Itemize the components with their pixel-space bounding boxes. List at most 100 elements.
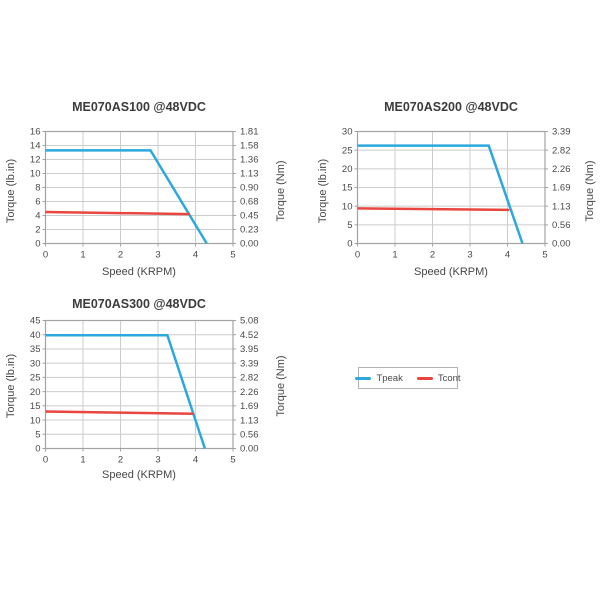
y-tick-label-left: 10 xyxy=(30,169,41,180)
y-tick-label-left: 14 xyxy=(30,141,41,152)
y-tick-label-left: 30 xyxy=(342,127,353,138)
x-tick-label: 0 xyxy=(43,250,48,261)
x-tick-label: 4 xyxy=(505,250,510,261)
x-tick-label: 1 xyxy=(80,250,85,261)
legend-label-tpeak: Tpeak xyxy=(376,372,403,384)
x-tick-label: 5 xyxy=(230,250,235,261)
x-tick-label: 1 xyxy=(392,250,397,261)
axis-ticks xyxy=(42,320,236,452)
y-tick-label-left: 5 xyxy=(347,220,352,231)
y-tick-label-right: 1.69 xyxy=(240,401,259,412)
y-tick-label-left: 25 xyxy=(342,145,353,156)
y-tick-label-left: 16 xyxy=(30,127,41,138)
y-tick-label-right: 1.58 xyxy=(240,141,259,152)
series-tpeak-line xyxy=(45,334,207,449)
y-tick-label-right: 1.13 xyxy=(240,415,259,426)
y-tick-label-left: 6 xyxy=(35,197,40,208)
y-tick-label-right: 0.68 xyxy=(240,197,259,208)
y-tick-label-right: 5.08 xyxy=(240,316,259,327)
chart-title: ME070AS200 @48VDC xyxy=(384,100,518,114)
y-tick-label-left: 10 xyxy=(342,201,353,212)
y-tick-label-left: 5 xyxy=(35,429,40,440)
torque-speed-plot-2: 0 1 2 3 4 5 0 0.00 5 0.56 10 1.13 15 1.69 20 2.26 25 2.82… xyxy=(317,100,596,278)
x-tick-label: 2 xyxy=(118,250,123,261)
gridlines xyxy=(45,131,234,244)
y-axis-title-right: Torque (Nm) xyxy=(584,160,596,221)
y-tick-label-right: 0.00 xyxy=(240,444,259,455)
y-tick-label-left: 15 xyxy=(30,401,41,412)
y-tick-label-right: 1.69 xyxy=(552,183,571,194)
chart-me070as100: 0 1 2 3 4 5 0 0.00 2 0.23 4 0.45 6 0.68 8 0.90 10 1.13 12 1… xyxy=(0,95,300,290)
legend-label-tcont: Tcont xyxy=(437,372,461,384)
x-tick-label: 0 xyxy=(43,455,48,466)
tick-labels: 0 1 2 3 4 5 0 0.00 5 0.56 10 1.13 15 1.69 20 2.26 25 2.82… xyxy=(342,127,571,261)
y-tick-label-left: 30 xyxy=(30,358,41,369)
y-tick-label-left: 40 xyxy=(30,330,41,341)
series-tpeak-line xyxy=(45,149,208,245)
y-tick-label-right: 3.39 xyxy=(552,127,571,138)
x-axis-title: Speed (KRPM) xyxy=(102,469,176,481)
y-tick-label-left: 0 xyxy=(35,239,40,250)
y-axis-title-left: Torque (lb.in) xyxy=(5,159,17,223)
y-axis-title-left: Torque (lb.in) xyxy=(5,354,17,418)
y-tick-label-right: 3.39 xyxy=(240,358,259,369)
x-axis-title: Speed (KRPM) xyxy=(102,266,176,278)
x-tick-label: 1 xyxy=(80,455,85,466)
y-axis-title-right: Torque (Nm) xyxy=(275,355,287,416)
y-tick-label-right: 0.45 xyxy=(240,211,259,222)
y-tick-label-left: 2 xyxy=(35,225,40,236)
plot-area-2: 0 1 2 3 4 5 0 0.00 5 0.56 10 1.13 15 1.69 20 2.26 25 2.82… xyxy=(342,127,571,261)
gridlines xyxy=(45,320,234,449)
chart-title: ME070AS300 @48VDC xyxy=(72,297,206,311)
y-tick-label-right: 0.00 xyxy=(552,239,571,250)
x-tick-label: 3 xyxy=(467,250,472,261)
x-tick-label: 3 xyxy=(155,455,160,466)
y-tick-label-left: 15 xyxy=(342,183,353,194)
series-tcont-line xyxy=(45,410,194,416)
y-tick-label-left: 12 xyxy=(30,155,41,166)
y-tick-label-left: 35 xyxy=(30,344,41,355)
y-axis-title-left: Torque (lb.in) xyxy=(317,159,329,223)
x-tick-label: 0 xyxy=(355,250,360,261)
x-tick-label: 5 xyxy=(542,250,547,261)
y-tick-label-right: 0.00 xyxy=(240,239,259,250)
plot-border xyxy=(44,319,234,450)
legend-item-tcont: Tcont xyxy=(416,372,461,384)
series-tcont-line xyxy=(45,210,190,216)
tpeak-line-swatch xyxy=(355,376,372,380)
plot-border xyxy=(356,130,546,245)
x-tick-label: 2 xyxy=(430,250,435,261)
y-tick-label-right: 1.81 xyxy=(240,127,259,138)
y-tick-label-right: 2.26 xyxy=(552,164,571,175)
x-tick-label: 4 xyxy=(193,250,198,261)
y-tick-label-right: 2.82 xyxy=(240,373,259,384)
y-tick-label-left: 8 xyxy=(35,183,40,194)
y-tick-label-right: 3.95 xyxy=(240,344,259,355)
tcont-line-swatch xyxy=(416,376,433,380)
y-tick-label-left: 0 xyxy=(35,444,40,455)
chart-title: ME070AS100 @48VDC xyxy=(72,100,206,114)
y-tick-label-right: 1.36 xyxy=(240,155,259,166)
chart-me070as200: 0 1 2 3 4 5 0 0.00 5 0.56 10 1.13 15 1.69 20 2.26 25 2.82… xyxy=(312,95,600,290)
x-tick-label: 3 xyxy=(155,250,160,261)
plot-border xyxy=(44,130,234,245)
y-axis-title-right: Torque (Nm) xyxy=(275,160,287,221)
x-axis-title: Speed (KRPM) xyxy=(414,266,488,278)
x-tick-label: 4 xyxy=(193,455,198,466)
y-tick-label-left: 10 xyxy=(30,415,41,426)
y-tick-label-left: 20 xyxy=(342,164,353,175)
y-tick-label-left: 20 xyxy=(30,387,41,398)
y-tick-label-left: 4 xyxy=(35,211,40,222)
x-tick-label: 2 xyxy=(118,455,123,466)
series-tpeak-line xyxy=(357,144,524,244)
y-tick-label-right: 2.26 xyxy=(240,387,259,398)
series-tcont-line xyxy=(357,207,510,212)
y-tick-label-right: 1.13 xyxy=(240,169,259,180)
legend-item-tpeak: Tpeak xyxy=(355,372,403,384)
y-tick-label-left: 45 xyxy=(30,316,41,327)
